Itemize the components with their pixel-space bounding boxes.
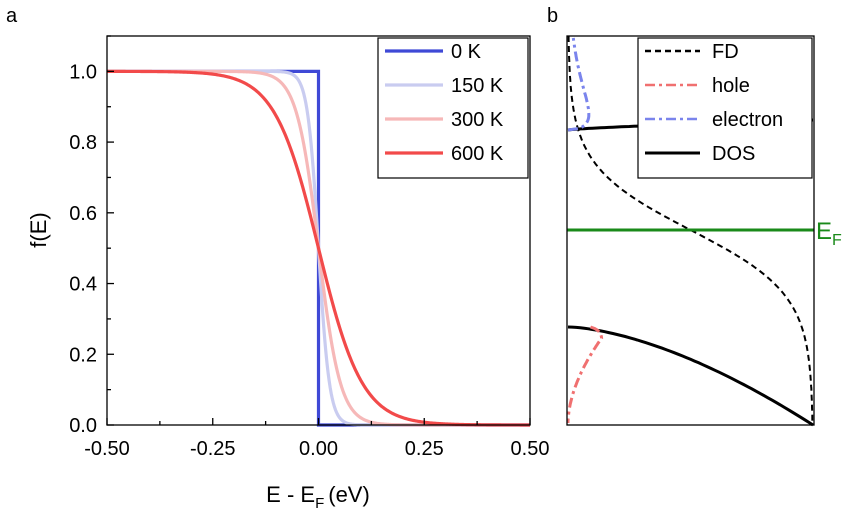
y-tick-label: 1.0 [69,61,97,83]
x-tick-label: 0.25 [405,438,444,460]
panel-a-y-ticks: 0.0 0.2 0.4 0.6 0.8 1.0 [69,35,114,437]
y-tick-label: 0.0 [69,415,97,437]
x-tick-label: -0.25 [190,438,236,460]
legend-label: 0 K [451,41,482,63]
panel-a-label: a [6,5,18,27]
dos-valence-curve [567,325,814,427]
panel-a-y-axis-label: f(E) [26,212,51,247]
y-tick-label: 0.2 [69,344,97,366]
electron-distribution-curve [567,37,591,132]
panel-b: b FD hole electron DOS EF [547,5,842,427]
legend-label: 600 K [451,143,504,165]
legend-label: 150 K [451,75,504,97]
x-tick-label: 0.00 [299,438,338,460]
legend-label: hole [712,75,750,97]
hole-distribution-curve [566,325,604,423]
panel-b-fermi-level-label: EF [816,218,842,249]
legend-label: DOS [712,143,755,165]
legend-label: 300 K [451,109,504,131]
panel-b-label: b [547,5,558,27]
panel-a: a -0.50 -0.25 0.00 0.25 0.50 0.0 0.2 0.4 0.6 0.8… [6,5,549,512]
x-tick-label: 0.50 [511,438,550,460]
panel-a-legend: 0 K 150 K 300 K 600 K [377,37,529,179]
panel-b-frame [566,35,815,426]
x-tick-label: -0.50 [84,438,130,460]
legend-label: FD [712,41,739,63]
panel-b-legend: FD hole electron DOS [637,37,813,179]
y-tick-label: 0.4 [69,274,97,296]
panel-a-x-axis-label: E - EF (eV) [266,482,370,512]
panel-a-x-ticks: -0.50 -0.25 0.00 0.25 0.50 [84,418,549,460]
y-tick-label: 0.8 [69,132,97,154]
legend-label: electron [712,109,783,131]
y-tick-label: 0.6 [69,203,97,225]
